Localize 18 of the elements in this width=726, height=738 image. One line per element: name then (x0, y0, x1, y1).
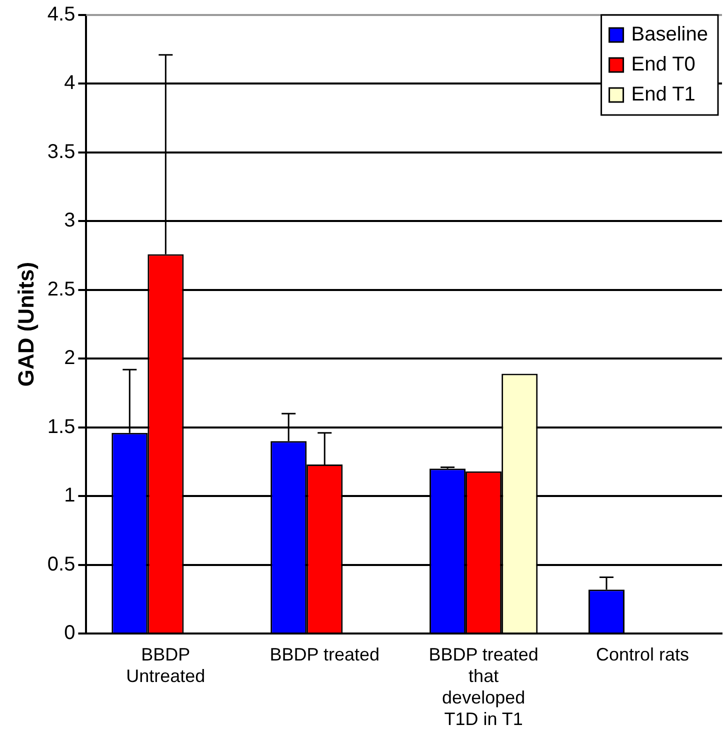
y-tick-label: 4 (64, 72, 76, 94)
y-tick-label: 0 (64, 622, 76, 644)
legend-label: Baseline (631, 24, 708, 46)
legend-label: End T1 (631, 84, 696, 106)
y-tick-label: 2.5 (47, 278, 76, 300)
y-axis-title: GAD (Units) (13, 262, 38, 387)
y-tick-label: 2 (64, 347, 76, 370)
y-tick-label: 0.5 (47, 553, 76, 576)
y-tick-label: 4.5 (47, 4, 76, 26)
y-tick-label: 1.5 (47, 416, 76, 438)
x-tick-label: BBDP treated that developed T1D in T1 (428, 644, 538, 730)
y-tick-label: 3 (64, 210, 76, 232)
legend-label: End T0 (631, 54, 696, 76)
y-tick-label: 1 (64, 484, 76, 507)
x-tick-label: BBDP Untreated (126, 644, 206, 686)
x-tick-label: Control rats (596, 644, 690, 664)
x-tick-label: BBDP treated (270, 644, 380, 664)
y-tick-label: 3.5 (47, 140, 76, 163)
